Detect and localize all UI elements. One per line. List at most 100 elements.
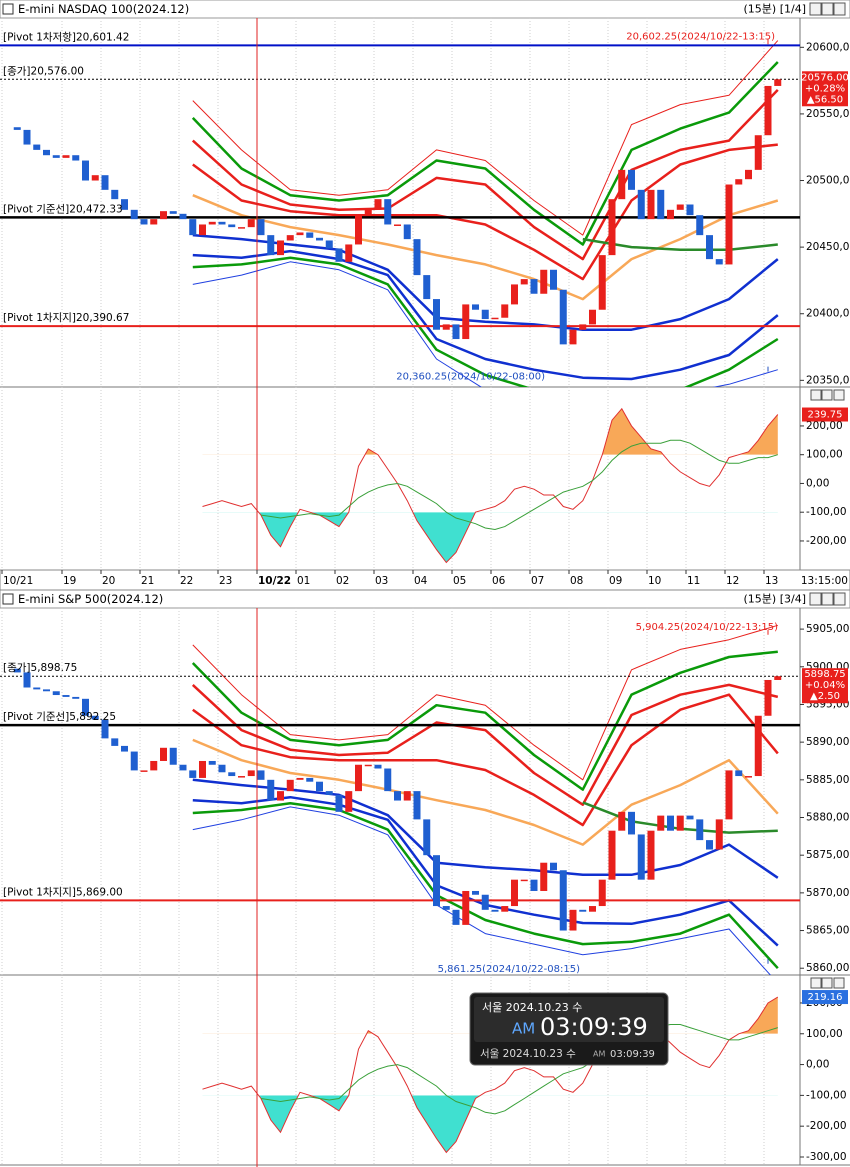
candle	[72, 696, 80, 699]
candle	[715, 259, 723, 265]
x-tick-label: 08	[570, 575, 583, 587]
last-price-text: 5898.75	[804, 669, 845, 680]
y-tick-label: 20400,00	[806, 308, 850, 320]
x-tick-label: 13	[765, 575, 778, 587]
candle	[667, 815, 674, 831]
candle	[189, 219, 197, 236]
band-line	[191, 650, 778, 791]
x-tick-label: 05	[453, 575, 466, 587]
clock-widget: 서울 2024.10.23 수 AM 03:09:39 서울 2024.10.2…	[469, 992, 669, 1066]
candle	[257, 770, 265, 780]
y-tick-label: 20600,00	[806, 41, 850, 53]
last-price-box	[802, 71, 848, 107]
candle	[218, 764, 226, 773]
window-button[interactable]	[833, 2, 846, 16]
candle	[238, 776, 245, 778]
candle	[384, 199, 392, 225]
candle	[579, 324, 587, 330]
x-tick-label: 10/21	[3, 575, 33, 587]
y-tick-label: 0,00	[806, 1059, 829, 1071]
price-plot	[0, 624, 800, 975]
candle	[62, 695, 70, 697]
clock-small-date: 서울 2024.10.23 수	[480, 1048, 576, 1060]
clock-time: 03:09:39	[540, 1013, 648, 1041]
subwindow-button[interactable]	[833, 389, 845, 401]
candle	[462, 890, 470, 925]
y-tick-label: 100,00	[806, 1028, 843, 1040]
candle	[745, 776, 752, 778]
candle	[325, 791, 333, 795]
candle	[413, 791, 421, 820]
candle	[715, 819, 723, 850]
candle	[23, 672, 31, 688]
subwindow-button[interactable]	[821, 389, 833, 401]
candle	[62, 155, 70, 158]
candle	[218, 221, 226, 225]
candle	[306, 777, 314, 782]
band-line	[192, 233, 779, 331]
candle	[550, 269, 557, 290]
candle	[501, 906, 509, 912]
candle	[121, 199, 128, 210]
subwindow-button[interactable]	[821, 977, 833, 989]
candle	[101, 175, 109, 190]
candle	[511, 879, 518, 907]
candle	[618, 811, 626, 831]
candle	[130, 209, 138, 220]
candle	[550, 862, 557, 871]
candle	[423, 819, 431, 856]
candle	[169, 211, 177, 214]
indicator-plot	[202, 407, 779, 564]
pivot-label: [Pivot 1차지지]5,869.00	[3, 886, 123, 898]
pivot-label: [종가]5,898.75	[3, 662, 77, 674]
last-price-box	[802, 668, 848, 704]
candle	[764, 85, 772, 136]
indicator-line	[202, 407, 779, 564]
indicator-plot	[202, 996, 779, 1154]
candle	[335, 248, 343, 262]
band-line	[192, 738, 779, 846]
candle	[72, 155, 80, 161]
clock-ampm: AM	[512, 1020, 535, 1038]
candle	[257, 219, 265, 236]
annotation: 5,904.25(2024/10/22-13:15)	[636, 622, 778, 633]
candle	[520, 279, 528, 285]
window-button[interactable]	[833, 592, 846, 606]
candle	[355, 215, 362, 245]
candle	[481, 309, 489, 320]
x-tick-label: 22	[180, 575, 193, 587]
candle	[696, 215, 704, 236]
candle	[696, 819, 704, 841]
subwindow-button[interactable]	[833, 977, 845, 989]
candle	[559, 289, 567, 345]
x-tick-label: 20	[102, 575, 115, 587]
candle	[267, 235, 275, 256]
panel-period: (15분) [3/4]	[744, 593, 806, 606]
last-price-text: +0.28%	[805, 83, 845, 94]
window-button[interactable]	[809, 592, 822, 606]
subwindow-button[interactable]	[810, 389, 822, 401]
window-button[interactable]	[809, 2, 822, 16]
candle	[540, 862, 548, 891]
y-tick-label: 100,00	[806, 449, 843, 461]
candle	[608, 199, 616, 256]
candle	[540, 269, 548, 294]
pivot-label: [Pivot 1차지지]20,390.67	[3, 312, 129, 324]
band-line	[192, 801, 779, 970]
candle	[735, 770, 743, 777]
candle	[296, 232, 304, 236]
band-line	[192, 806, 772, 975]
candle	[589, 309, 596, 325]
candle	[316, 237, 323, 241]
candle	[413, 239, 421, 276]
window-button[interactable]	[821, 2, 834, 16]
subwindow-button[interactable]	[810, 977, 822, 989]
indicator-fill-group	[258, 512, 476, 563]
candle	[423, 275, 431, 300]
indicator-last-text: 239.75	[808, 410, 843, 421]
band-line	[192, 256, 779, 387]
x-tick-label: 03	[375, 575, 388, 587]
y-tick-label: 5865,00	[806, 925, 849, 937]
window-button[interactable]	[821, 592, 834, 606]
band-line	[192, 40, 779, 236]
